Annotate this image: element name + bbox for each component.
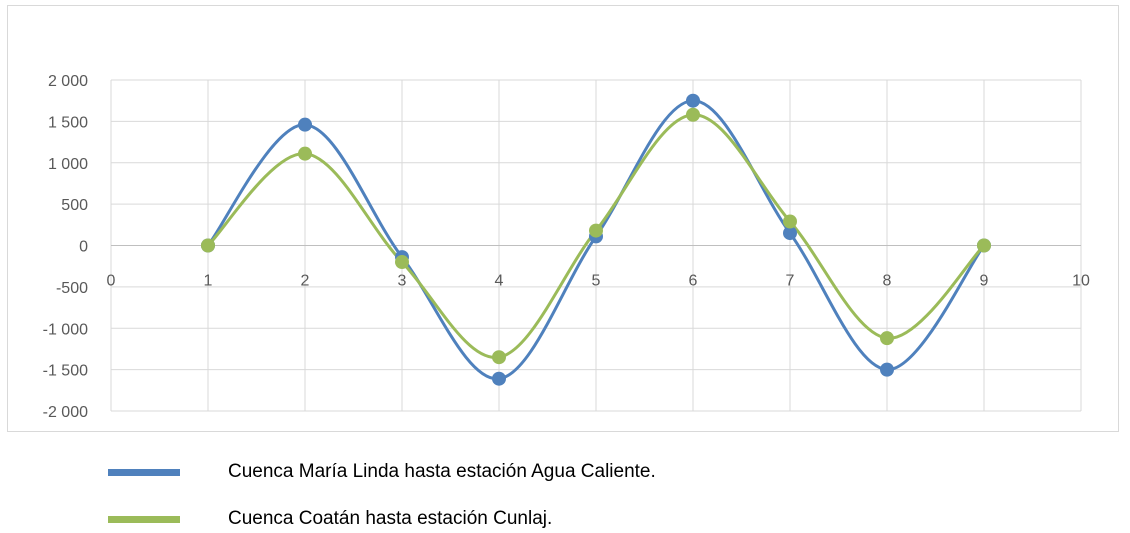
- chart-plot: 2 000 1 500 1 000 500 0 -500 -1 000 -1 500 -2 00…: [43, 73, 1090, 421]
- data-point-series-1: [395, 255, 409, 270]
- x-tick-label: 5: [592, 273, 601, 290]
- legend-item-maria-linda: Cuenca María Linda hasta estación Agua C…: [108, 460, 656, 484]
- data-point-series-1: [880, 331, 894, 346]
- x-tick-label: 9: [980, 273, 989, 290]
- y-tick-label: -500: [56, 280, 88, 297]
- x-tick-label: 10: [1072, 273, 1090, 290]
- data-point-series-1: [977, 238, 991, 253]
- chart-area: [7, 5, 1119, 432]
- x-tick-label: 7: [786, 273, 795, 290]
- x-tick-label: 6: [689, 273, 698, 290]
- y-tick-label: -1 000: [43, 321, 88, 338]
- y-tick-label: 1 000: [48, 156, 88, 173]
- x-tick-label: 3: [398, 273, 407, 290]
- y-tick-label: -2 000: [43, 404, 88, 421]
- x-tick-label: 8: [883, 273, 892, 290]
- x-tick-label: 2: [301, 273, 310, 290]
- data-point-series-1: [686, 107, 700, 122]
- x-tick-label: 0: [107, 273, 116, 290]
- data-point-series-1: [589, 223, 603, 238]
- data-point-series-1: [783, 214, 797, 229]
- data-point-series-1: [298, 146, 312, 161]
- data-point-series-0: [298, 117, 312, 132]
- legend-swatch-coatan: [108, 515, 180, 523]
- legend-item-coatan: Cuenca Coatán hasta estación Cunlaj.: [108, 507, 552, 531]
- legend-label-maria-linda: Cuenca María Linda hasta estación Agua C…: [228, 461, 656, 482]
- legend-label-coatan: Cuenca Coatán hasta estación Cunlaj.: [228, 508, 553, 529]
- data-point-series-0: [880, 362, 894, 377]
- legend: Cuenca María Linda hasta estación Agua C…: [0, 440, 1130, 533]
- data-point-series-1: [201, 238, 215, 253]
- x-tick-label: 4: [495, 273, 504, 290]
- data-point-series-1: [492, 350, 506, 365]
- y-tick-label: 1 500: [48, 114, 88, 131]
- data-point-series-0: [783, 226, 797, 241]
- data-points: [201, 93, 991, 386]
- legend-swatch-maria-linda: [108, 468, 180, 476]
- y-tick-label: 2 000: [48, 73, 88, 90]
- x-tick-label: 1: [204, 273, 213, 290]
- y-tick-label: 0: [79, 239, 88, 256]
- data-point-series-0: [686, 93, 700, 108]
- data-point-series-0: [492, 371, 506, 386]
- tick-labels: 2 000 1 500 1 000 500 0 -500 -1 000 -1 500 -2 00…: [43, 73, 1090, 421]
- y-tick-label: 500: [61, 197, 88, 214]
- y-tick-label: -1 500: [43, 363, 88, 380]
